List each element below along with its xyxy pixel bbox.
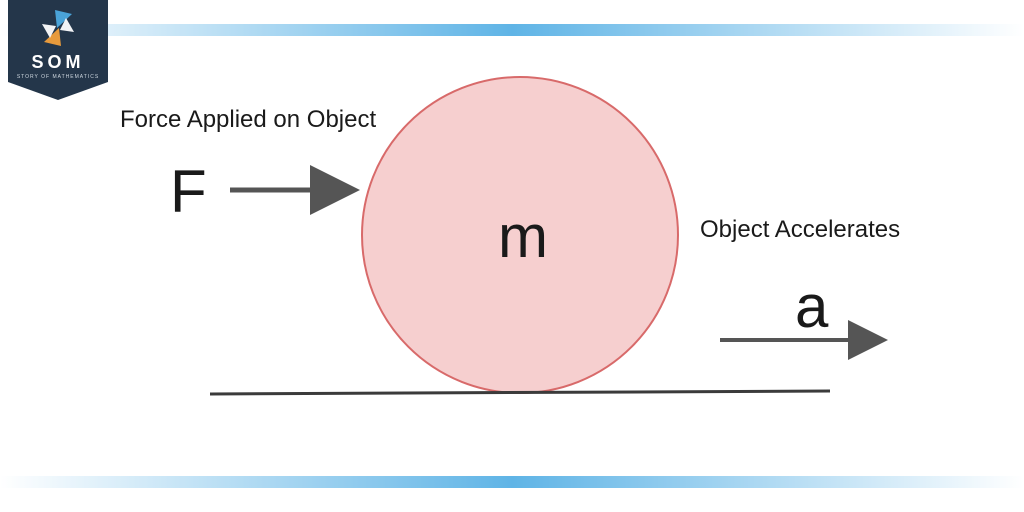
force-description: Force Applied on Object bbox=[120, 106, 376, 134]
force-letter: F bbox=[170, 157, 207, 226]
mass-letter: m bbox=[498, 202, 548, 271]
ground-line bbox=[210, 391, 830, 394]
accel-letter: a bbox=[795, 272, 828, 341]
diagram-stage: SOM STORY OF MATHEMATICS Force Applied o… bbox=[0, 0, 1024, 512]
accel-description: Object Accelerates bbox=[700, 216, 900, 244]
